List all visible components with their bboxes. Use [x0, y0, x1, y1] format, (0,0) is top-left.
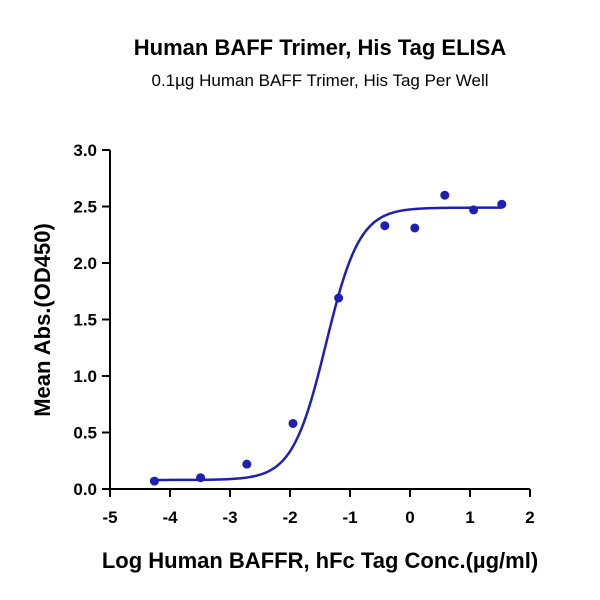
fit-curve-line: [154, 206, 502, 482]
x-tick-label: -2: [282, 508, 297, 527]
chart-title: Human BAFF Trimer, His Tag ELISA: [134, 35, 507, 60]
y-tick-label: 1.0: [73, 367, 97, 386]
y-tick-label: 2.5: [73, 198, 97, 217]
data-point: [469, 205, 479, 215]
x-tick-label: 0: [405, 508, 414, 527]
x-tick-label: -1: [342, 508, 357, 527]
data-point: [334, 293, 344, 303]
y-tick-label: 1.5: [73, 311, 97, 330]
x-tick-label: -3: [222, 508, 237, 527]
data-point: [196, 473, 206, 483]
y-axis-ticks: 0.0 0.5 1.0 1.5 2.0 2.5 3.0: [73, 141, 110, 499]
data-points: [149, 190, 507, 486]
y-tick-label: 3.0: [73, 141, 97, 160]
plot-area: 0.0 0.5 1.0 1.5 2.0 2.5 3.0 -5 -4 -3 -2 -1 0 1 2: [73, 141, 534, 527]
data-point: [149, 476, 159, 486]
x-tick-label: -5: [102, 508, 117, 527]
data-point: [410, 223, 420, 233]
data-point: [497, 199, 507, 209]
x-axis-label: Log Human BAFFR, hFc Tag Conc.(µg/ml): [102, 548, 538, 573]
y-tick-label: 0.5: [73, 424, 97, 443]
y-axis-label: Mean Abs.(OD450): [30, 223, 55, 417]
data-point: [440, 190, 450, 200]
y-tick-label: 0.0: [73, 480, 97, 499]
y-tick-label: 2.0: [73, 254, 97, 273]
x-tick-label: 2: [525, 508, 534, 527]
data-point: [242, 459, 252, 469]
data-point: [288, 418, 298, 428]
x-axis-ticks: -5 -4 -3 -2 -1 0 1 2: [102, 489, 535, 527]
chart-subtitle: 0.1µg Human BAFF Trimer, His Tag Per Wel…: [152, 71, 489, 90]
x-tick-label: 1: [465, 508, 474, 527]
data-point: [380, 221, 390, 231]
x-tick-label: -4: [162, 508, 178, 527]
